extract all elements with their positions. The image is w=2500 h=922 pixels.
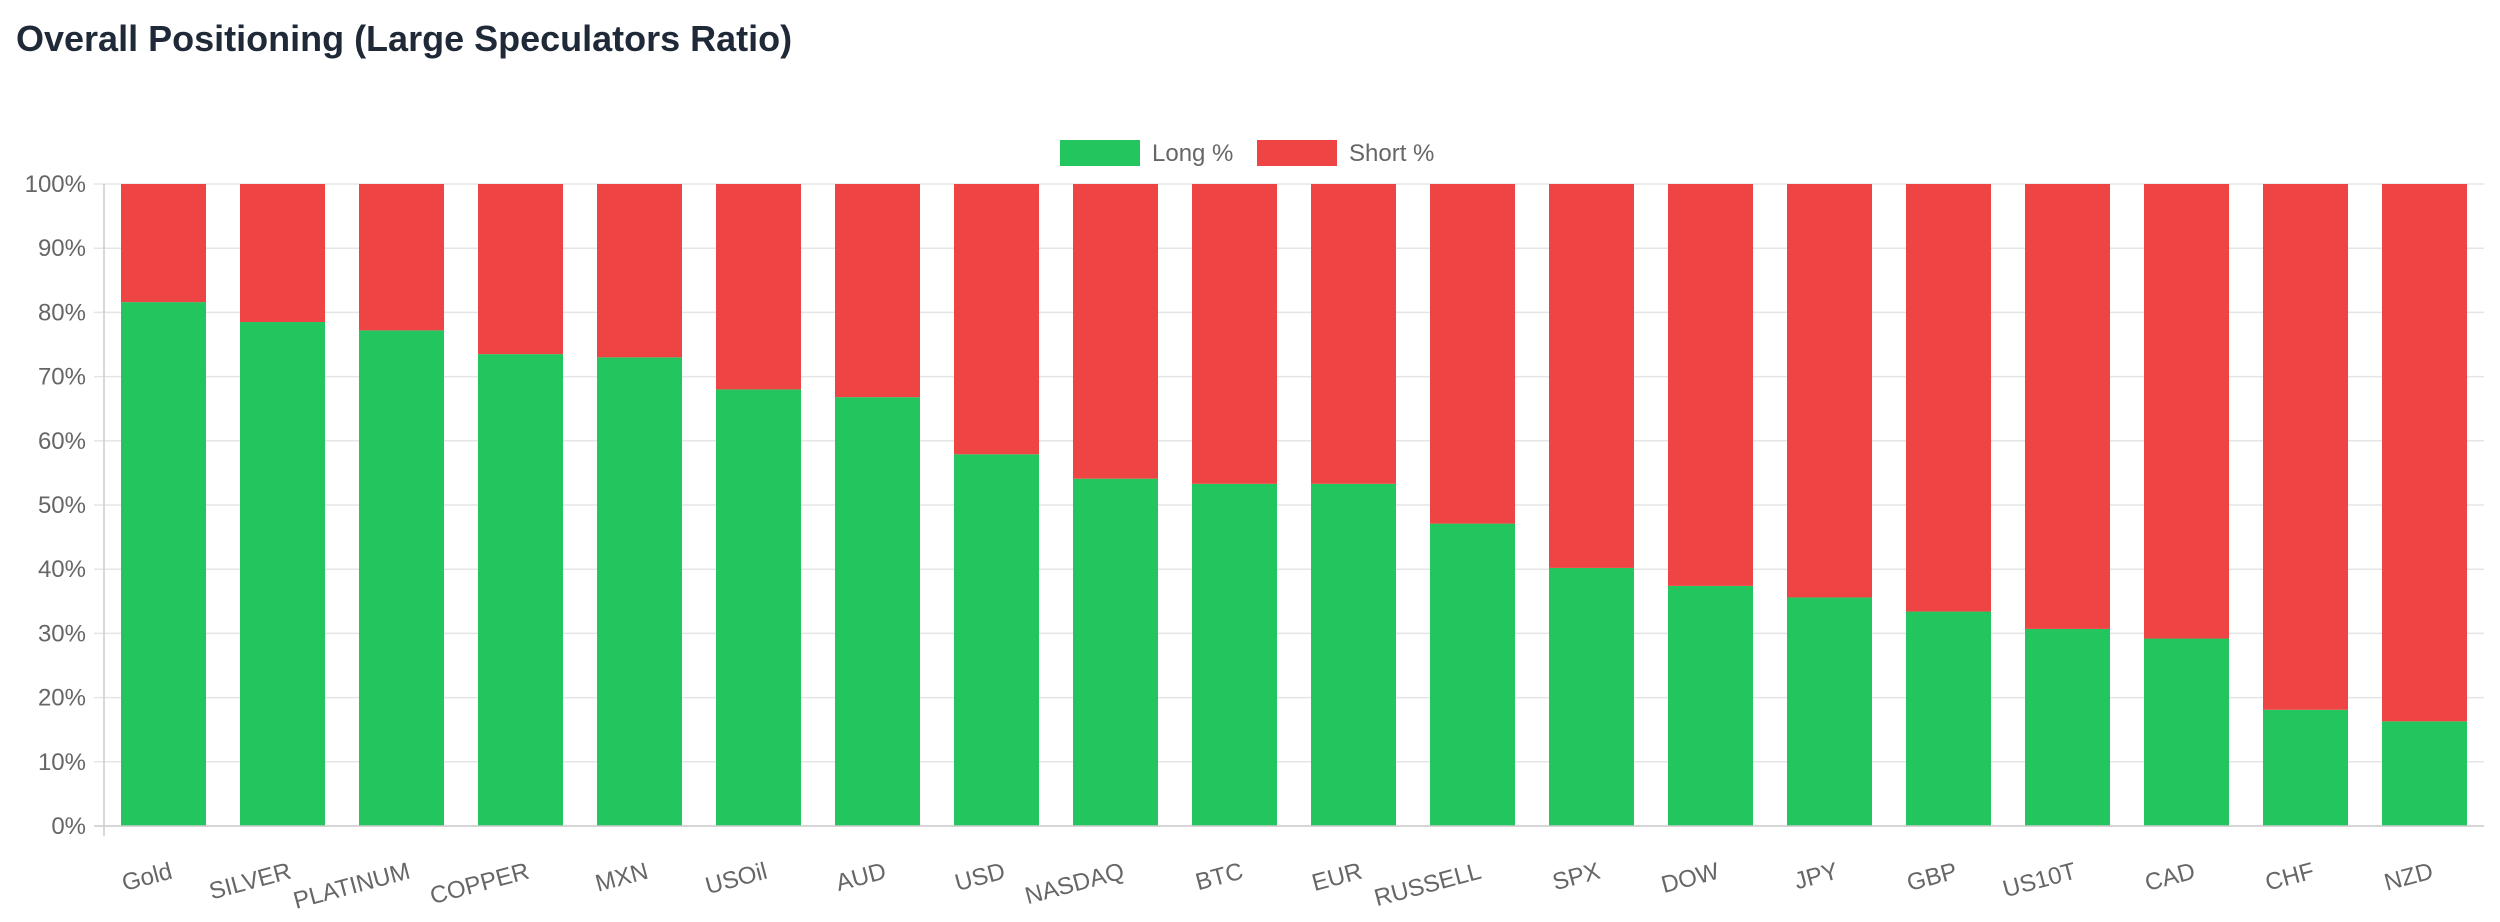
bar-long-russell bbox=[1430, 523, 1515, 826]
bar-short-nzd bbox=[2382, 184, 2467, 722]
bar-long-aud bbox=[835, 397, 920, 826]
y-tick-label: 40% bbox=[38, 556, 86, 583]
bar-short-cad bbox=[2144, 184, 2229, 639]
y-tick-label: 30% bbox=[38, 620, 86, 647]
y-axis-tick-labels: 0% 10% 20% 30% 40% 50% 60% 70% 80% 90% 100% bbox=[25, 171, 86, 840]
bar-long-spx bbox=[1549, 567, 1634, 826]
bar-long-dow bbox=[1668, 585, 1753, 826]
bar-short-platinum bbox=[359, 184, 444, 331]
x-tick-label: NASDAQ bbox=[1022, 858, 1127, 910]
bar-short-usd bbox=[954, 184, 1039, 455]
x-tick-label: RUSSELL bbox=[1371, 858, 1484, 912]
x-tick-label: USOil bbox=[703, 858, 771, 900]
bars bbox=[121, 184, 2467, 826]
bar-short-mxn bbox=[597, 184, 682, 358]
y-tick-label: 80% bbox=[38, 299, 86, 326]
bar-long-cad bbox=[2144, 638, 2229, 826]
x-tick-label: AUD bbox=[833, 858, 889, 897]
bar-long-platinum bbox=[359, 330, 444, 826]
y-tick-label: 10% bbox=[38, 749, 86, 776]
legend-label: Short % bbox=[1349, 140, 1434, 167]
axes bbox=[94, 184, 2484, 836]
bar-long-copper bbox=[478, 354, 563, 826]
bar-short-us10t bbox=[2025, 184, 2110, 629]
bar-long-btc bbox=[1192, 483, 1277, 826]
bar-short-eur bbox=[1311, 184, 1396, 484]
grid-lines bbox=[94, 183, 2484, 827]
x-tick-label: EUR bbox=[1309, 858, 1365, 897]
x-tick-label: DOW bbox=[1658, 858, 1722, 899]
x-tick-label: SPX bbox=[1550, 858, 1603, 897]
bar-short-dow bbox=[1668, 184, 1753, 586]
bar-short-gbp bbox=[1906, 184, 1991, 612]
legend-label: Long % bbox=[1152, 140, 1233, 167]
legend-item-short[interactable]: Short % bbox=[1257, 140, 1434, 167]
bar-short-russell bbox=[1430, 184, 1515, 524]
y-tick-label: 70% bbox=[38, 364, 86, 391]
bar-short-silver bbox=[240, 184, 325, 323]
y-tick-label: 0% bbox=[51, 813, 86, 840]
legend-swatch bbox=[1257, 140, 1337, 166]
bar-long-us10t bbox=[2025, 628, 2110, 826]
bar-short-spx bbox=[1549, 184, 1634, 568]
bar-long-usd bbox=[954, 454, 1039, 826]
bar-long-gbp bbox=[1906, 611, 1991, 826]
x-tick-label: Gold bbox=[119, 858, 175, 897]
legend-item-long[interactable]: Long % bbox=[1060, 140, 1233, 167]
x-tick-label: BTC bbox=[1193, 858, 1246, 897]
x-tick-label: USD bbox=[952, 858, 1008, 897]
bar-short-gold bbox=[121, 184, 206, 303]
x-tick-label: CHF bbox=[2262, 858, 2317, 897]
y-tick-label: 100% bbox=[25, 171, 86, 198]
x-tick-label: MXN bbox=[593, 858, 652, 898]
bar-short-copper bbox=[478, 184, 563, 355]
x-tick-label: JPY bbox=[1792, 858, 1842, 895]
y-tick-label: 60% bbox=[38, 428, 86, 455]
x-tick-label: SILVER bbox=[206, 858, 294, 906]
x-tick-label: CAD bbox=[2142, 858, 2198, 897]
x-tick-label: NZD bbox=[2381, 858, 2436, 897]
bar-long-gold bbox=[121, 302, 206, 826]
y-tick-label: 20% bbox=[38, 685, 86, 712]
bar-long-usoil bbox=[716, 389, 801, 826]
x-tick-label: GBP bbox=[1904, 858, 1960, 897]
bar-short-nasdaq bbox=[1073, 184, 1158, 479]
x-tick-label: PLATINUM bbox=[291, 858, 413, 915]
legend-swatch bbox=[1060, 140, 1140, 166]
bar-short-aud bbox=[835, 184, 920, 398]
x-tick-label: US10T bbox=[2000, 858, 2079, 904]
page-title: Overall Positioning (Large Speculators R… bbox=[16, 18, 793, 59]
bar-short-chf bbox=[2263, 184, 2348, 710]
bar-long-nzd bbox=[2382, 721, 2467, 826]
x-tick-label: COPPER bbox=[427, 858, 532, 910]
bar-short-usoil bbox=[716, 184, 801, 390]
bar-long-chf bbox=[2263, 709, 2348, 826]
bar-long-nasdaq bbox=[1073, 478, 1158, 826]
y-tick-label: 50% bbox=[38, 492, 86, 519]
bar-short-btc bbox=[1192, 184, 1277, 484]
bar-long-eur bbox=[1311, 483, 1396, 826]
legend: Long % Short % bbox=[1060, 140, 1434, 167]
bar-long-jpy bbox=[1787, 597, 1872, 826]
y-tick-label: 90% bbox=[38, 235, 86, 262]
bar-long-silver bbox=[240, 322, 325, 826]
bar-short-jpy bbox=[1787, 184, 1872, 598]
bar-long-mxn bbox=[597, 357, 682, 826]
